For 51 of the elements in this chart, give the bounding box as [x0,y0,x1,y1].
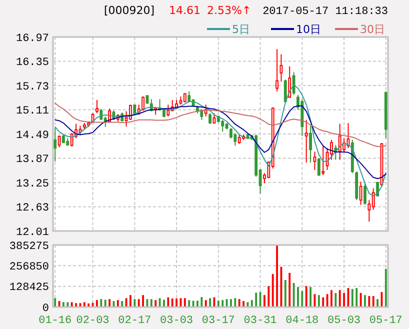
candlestick [208,112,212,124]
x-tick-label: 04-18 [286,315,319,327]
candlestick [364,182,366,206]
x-tick-label: 02-03 [76,315,110,327]
y-tick-label: 385275 [9,240,49,253]
candlestick [313,151,316,170]
x-tick-label: 05-03 [328,315,361,327]
chart-title: [000920] [104,4,155,17]
y-tick-label: 16.97 [16,32,49,45]
y-tick-label: 128425 [9,282,49,294]
text: 2.53%↑ [207,4,252,17]
candlestick [200,108,204,120]
candlestick [288,66,292,99]
legend-label: 5日 [232,23,250,36]
candlestick [166,104,170,117]
x-tick-label: 03-31 [244,315,278,327]
candlestick [309,125,312,164]
candlestick [317,158,320,176]
candlestick [96,99,98,114]
x-tick-label: 02-17 [118,315,152,327]
y-tick-label: 15.11 [16,106,50,118]
candlestick [221,119,224,132]
candlestick [212,112,216,124]
x-tick-label: 03-03 [160,315,194,327]
y-tick-label: 256850 [9,262,49,274]
legend-label: 30日 [360,23,385,36]
y-tick-label: 15.73 [16,81,49,94]
candlestick [230,128,232,139]
y-tick-label: 13.87 [16,154,49,166]
candlestick [129,104,132,120]
candlestick [322,145,325,176]
candlestick [284,79,287,102]
candlestick [304,119,308,164]
candlestick [234,132,237,146]
y-tick-label: 16.35 [16,57,49,70]
y-tick-label: 0 [42,302,49,315]
y-tick-label: 12.63 [16,202,49,215]
x-tick-label: 05-17 [369,315,402,327]
x-tick-label: 01-16 [38,315,72,327]
x-tick-label: 03-17 [202,315,235,327]
candlestick [70,132,74,148]
chart-subtitle: 2017-05-17 11:18:33 [262,6,388,18]
y-tick-label: 12.01 [16,226,50,239]
candlestick [372,188,375,210]
legend-label: 10日 [296,23,321,36]
y-tick-label: 13.25 [16,178,49,190]
candlestick [276,48,278,92]
text: 14.61 [169,4,200,17]
y-tick-label: 14.49 [16,130,49,142]
candlestick [188,90,191,103]
candlestick [338,123,342,160]
